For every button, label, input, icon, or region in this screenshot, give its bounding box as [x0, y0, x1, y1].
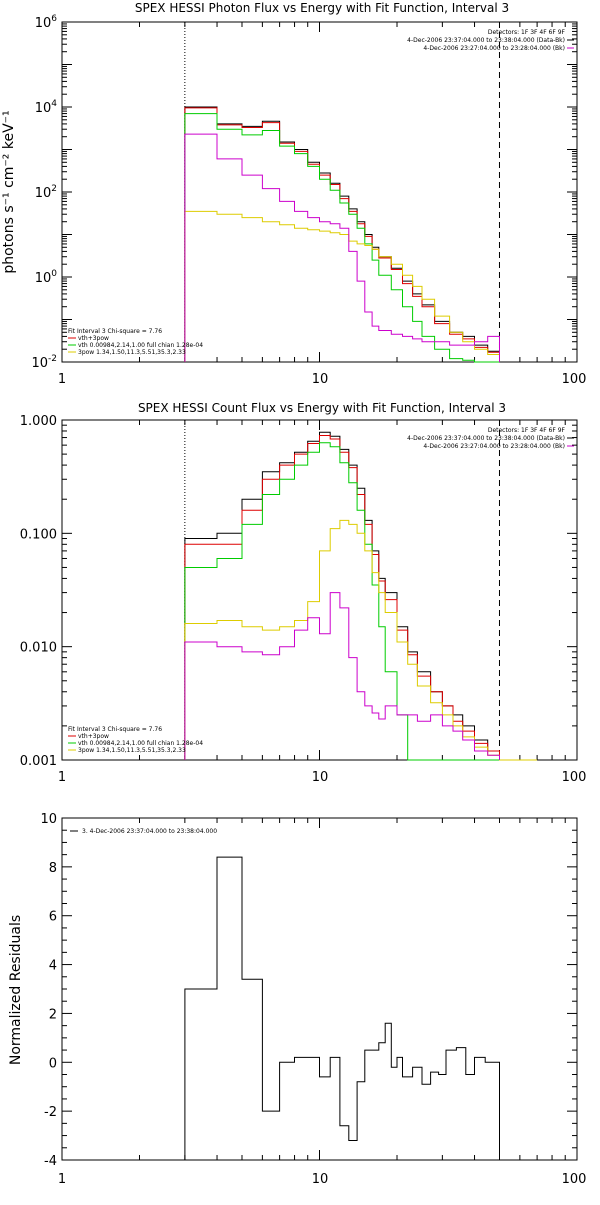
legend-entry-text: 4-Dec-2006 23:27:04.000 to 23:28:04.000 …: [423, 45, 565, 52]
y-tick-label: 100: [35, 269, 58, 286]
legend-entry-text: 3. 4-Dec-2006 23:37:04.000 to 23:38:04.0…: [82, 828, 217, 835]
legend-entry-text: Detectors: 1F 3F 4F 6F 9F: [488, 29, 566, 36]
residuals-y-axis-label: Normalized Residuals: [8, 915, 24, 1065]
series-line: [184, 856, 500, 1160]
series-line: [184, 113, 500, 363]
photon-axis-ticks: [61, 22, 577, 363]
y-tick-label-base: 10: [35, 186, 52, 201]
residuals-x-tick-100: 100: [562, 1172, 587, 1187]
y-tick-label: -4: [44, 1154, 57, 1169]
y-tick-label: 10-2: [31, 354, 57, 371]
count-chart-title: SPEX HESSI Count Flux vs Energy with Fit…: [138, 401, 506, 415]
photon-chart-title: SPEX HESSI Photon Flux vs Energy with Fi…: [135, 1, 509, 15]
count-legend-bottom-left: Fit Interval 3 Chi-square = 7.76vth+3pow…: [68, 726, 203, 754]
residuals-x-tick-10: 10: [312, 1172, 329, 1187]
y-tick-label: 1.000: [20, 414, 57, 429]
y-tick-label: 104: [35, 99, 58, 116]
photon-x-tick-10: 10: [312, 372, 329, 387]
photon-series-group: [184, 106, 500, 363]
residuals-panel: 1 10 100 10 8 6 4 2 0 -2 -4 Normalized Residual…: [8, 812, 586, 1187]
series-line: [184, 133, 500, 362]
residuals-axis-ticks: [61, 817, 577, 1161]
y-tick-label-base: 10: [35, 16, 52, 31]
photon-y-axis-label: photons s⁻¹ cm⁻² keV⁻¹: [1, 110, 17, 273]
photon-energy-range-lines: [184, 22, 500, 362]
y-tick-label-base: 10: [35, 271, 52, 286]
y-tick-label: 0.001: [20, 754, 57, 769]
residuals-y-tick-labels: 10 8 6 4 2 0 -2 -4: [40, 812, 57, 1169]
residuals-legend: 3. 4-Dec-2006 23:37:04.000 to 23:38:04.0…: [70, 828, 217, 835]
legend-entry-text: 3pow 1.34,1.50,11.3,5.51,35.3,2.33: [78, 747, 186, 754]
y-tick-label-exp: 4: [51, 99, 57, 109]
y-tick-label: 10: [40, 812, 57, 827]
y-tick-label: -2: [44, 1105, 57, 1120]
count-energy-range-lines: [184, 420, 500, 760]
count-flux-panel: SPEX HESSI Count Flux vs Energy with Fit…: [20, 401, 587, 785]
photon-legend-top-right: Detectors: 1F 3F 4F 6F 9F4-Dec-2006 23:3…: [407, 29, 574, 52]
photon-x-tick-labels: 1 10 100: [58, 372, 587, 387]
residuals-x-tick-1: 1: [58, 1172, 66, 1187]
series-line: [184, 592, 500, 760]
count-x-tick-10: 10: [312, 770, 329, 785]
series-line: [184, 210, 500, 362]
y-tick-label-exp: 6: [51, 14, 57, 24]
photon-x-tick-1: 1: [58, 372, 66, 387]
y-tick-label-exp: -2: [48, 354, 57, 364]
y-tick-label: 0: [49, 1056, 57, 1071]
series-line: [184, 431, 500, 760]
legend-entry-text: Detectors: 1F 3F 4F 6F 9F: [488, 427, 566, 434]
count-series-group: [184, 431, 538, 761]
legend-entry-text: 4-Dec-2006 23:37:04.000 to 23:38:04.000 …: [407, 37, 565, 44]
legend-entry-text: 4-Dec-2006 23:37:04.000 to 23:38:04.000 …: [407, 435, 565, 442]
y-tick-label: 102: [35, 184, 57, 201]
photon-flux-panel: SPEX HESSI Photon Flux vs Energy with Fi…: [1, 1, 586, 387]
residuals-x-tick-labels: 1 10 100: [58, 1172, 587, 1187]
series-line: [184, 519, 538, 761]
legend-entry-text: vth+3pow: [78, 335, 109, 342]
legend-entry-text: Fit Interval 3 Chi-square = 7.76: [68, 726, 162, 733]
legend-entry-text: Fit Interval 3 Chi-square = 7.76: [68, 328, 162, 335]
y-tick-label: 0.100: [20, 527, 57, 542]
series-line: [184, 435, 500, 760]
y-tick-label-base: 10: [35, 101, 52, 116]
y-tick-label: 4: [49, 959, 57, 974]
count-y-tick-labels: 1.000 0.100 0.010 0.001: [20, 414, 57, 769]
count-x-tick-100: 100: [562, 770, 587, 785]
y-tick-label: 8: [49, 861, 57, 876]
y-tick-label: 106: [35, 14, 58, 31]
legend-entry-text: vth+3pow: [78, 733, 109, 740]
photon-x-tick-100: 100: [562, 372, 587, 387]
legend-entry-text: 4-Dec-2006 23:27:04.000 to 23:28:04.000 …: [423, 443, 565, 450]
count-axis-ticks: [61, 420, 577, 761]
count-x-tick-1: 1: [58, 770, 66, 785]
legend-entry-text: vth 0.00984,2.14,1.00 full chian 1.28e-0…: [78, 740, 203, 747]
photon-legend-bottom-left: Fit Interval 3 Chi-square = 7.76vth+3pow…: [68, 328, 203, 356]
y-tick-label-base: 10: [31, 356, 48, 371]
legend-entry-text: 3pow 1.34,1.50,11.3,5.51,35.3,2.33: [78, 349, 186, 356]
y-tick-label: 6: [49, 910, 57, 925]
count-x-tick-labels: 1 10 100: [58, 770, 587, 785]
legend-entry-text: vth 0.00984,2.14,1.00 full chian 1.28e-0…: [78, 342, 203, 349]
y-tick-label-exp: 0: [51, 269, 57, 279]
y-tick-label-exp: 2: [51, 184, 57, 194]
count-legend-top-right: Detectors: 1F 3F 4F 6F 9F4-Dec-2006 23:3…: [407, 427, 574, 450]
y-tick-label: 0.010: [20, 641, 57, 656]
series-line: [184, 442, 500, 761]
y-tick-label: 2: [49, 1007, 57, 1022]
residuals-series-group: [184, 856, 500, 1160]
